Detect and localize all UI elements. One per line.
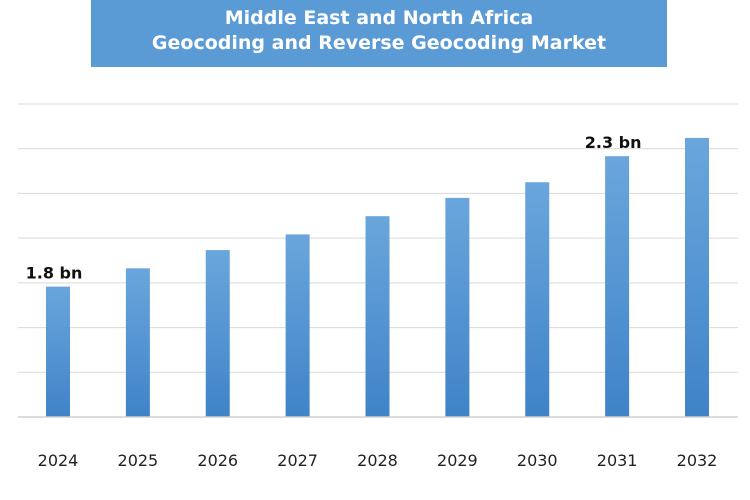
bar-2024 — [46, 287, 70, 417]
x-tick-label-2027: 2027 — [277, 451, 318, 470]
x-tick-label-2024: 2024 — [38, 451, 79, 470]
bar-2025 — [126, 268, 150, 417]
bar-2026 — [206, 250, 230, 417]
bar-2032 — [685, 138, 709, 417]
x-tick-label-2031: 2031 — [597, 451, 638, 470]
x-tick-label-2026: 2026 — [197, 451, 238, 470]
x-tick-label-2030: 2030 — [517, 451, 558, 470]
x-tick-label-2032: 2032 — [677, 451, 718, 470]
data-label-2031: 2.3 bn — [585, 133, 642, 152]
bars — [46, 138, 709, 417]
bar-2029 — [445, 198, 469, 417]
bar-2027 — [286, 234, 310, 417]
bar-2028 — [366, 216, 390, 417]
x-tick-label-2028: 2028 — [357, 451, 398, 470]
x-tick-label-2029: 2029 — [437, 451, 478, 470]
bar-2031 — [605, 156, 629, 417]
data-label-2024: 1.8 bn — [26, 264, 83, 283]
bar-2030 — [525, 182, 549, 417]
x-tick-label-2025: 2025 — [118, 451, 159, 470]
